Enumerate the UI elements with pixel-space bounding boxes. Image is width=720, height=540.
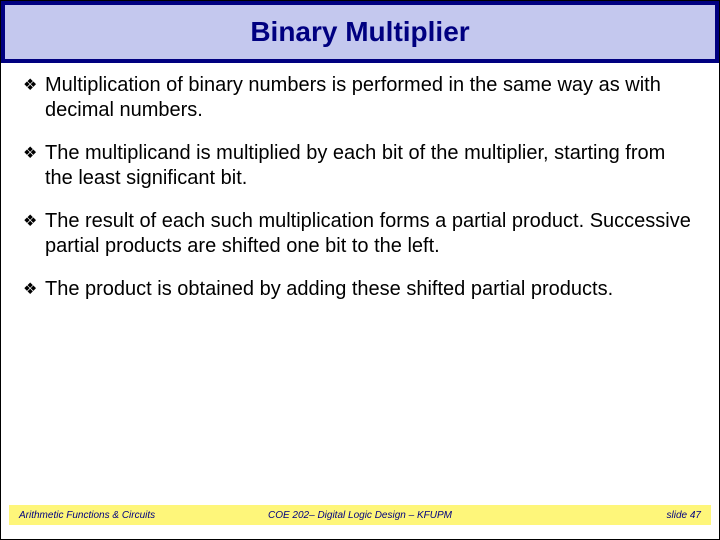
title-band: Binary Multiplier (1, 1, 719, 63)
bullet-item: ❖ Multiplication of binary numbers is pe… (23, 73, 697, 123)
bullet-marker-icon: ❖ (23, 73, 45, 99)
footer-left: Arithmetic Functions & Circuits (19, 510, 244, 521)
bullet-item: ❖ The multiplicand is multiplied by each… (23, 141, 697, 191)
footer-right: slide 47 (476, 510, 701, 521)
page-title: Binary Multiplier (250, 16, 469, 48)
bullet-marker-icon: ❖ (23, 209, 45, 235)
bullet-marker-icon: ❖ (23, 141, 45, 167)
bullet-text: The result of each such multiplication f… (45, 209, 697, 259)
footer-bar: Arithmetic Functions & Circuits COE 202–… (9, 505, 711, 525)
bullet-item: ❖ The product is obtained by adding thes… (23, 277, 697, 303)
footer-center: COE 202– Digital Logic Design – KFUPM (244, 510, 476, 521)
bullet-text: The product is obtained by adding these … (45, 277, 697, 302)
bullet-text: Multiplication of binary numbers is perf… (45, 73, 697, 123)
bullet-marker-icon: ❖ (23, 277, 45, 303)
bullet-text: The multiplicand is multiplied by each b… (45, 141, 697, 191)
slide: Binary Multiplier ❖ Multiplication of bi… (0, 0, 720, 540)
bullet-item: ❖ The result of each such multiplication… (23, 209, 697, 259)
content-area: ❖ Multiplication of binary numbers is pe… (23, 73, 697, 321)
title-inner: Binary Multiplier (5, 5, 715, 59)
